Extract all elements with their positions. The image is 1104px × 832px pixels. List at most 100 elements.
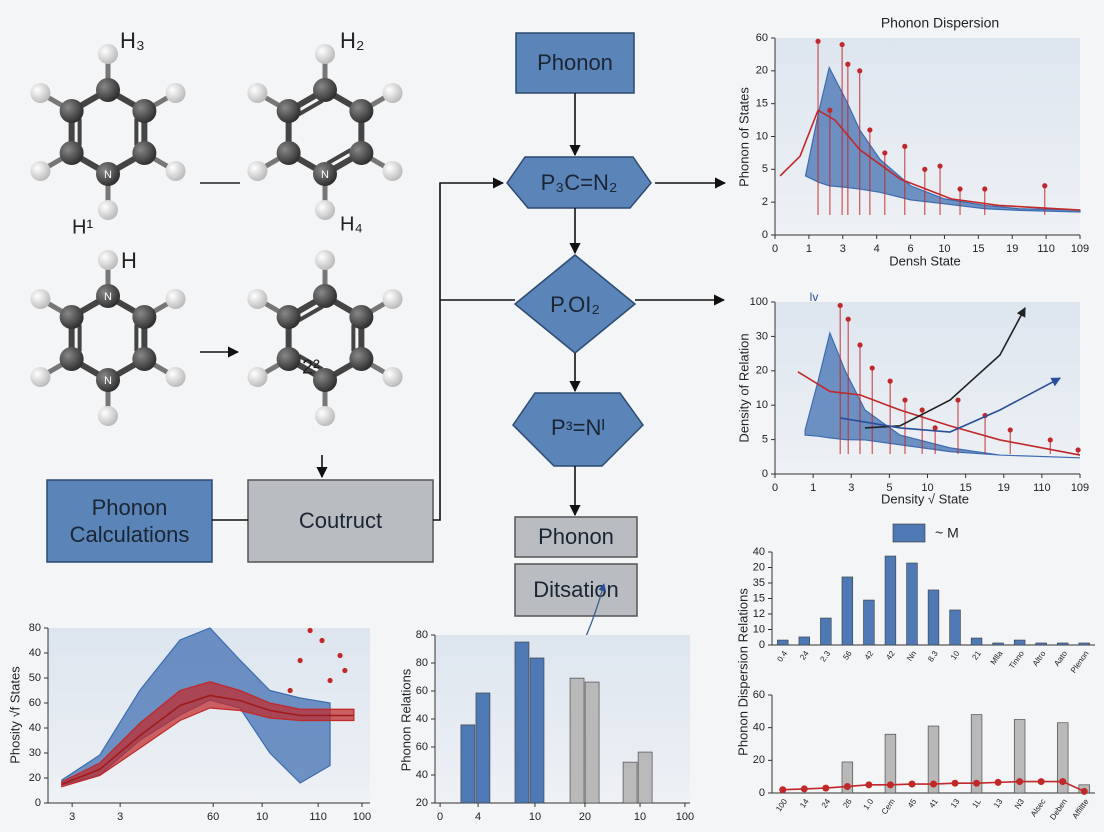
x-tick-label: 1: [806, 243, 812, 255]
molecule: N: [247, 44, 403, 220]
carbon-atom: [313, 284, 337, 308]
y-tick-label: 80: [29, 622, 41, 634]
bond: [298, 354, 324, 372]
hydrogen-atom: [315, 44, 335, 64]
x-tick-label: 100: [353, 811, 371, 823]
point: [932, 425, 938, 431]
y-tick-label: 20: [753, 754, 765, 766]
arrow: [433, 177, 505, 521]
x-tick-label: 26: [841, 797, 854, 810]
molecule-label: H₃: [120, 28, 145, 53]
node-box: [247, 479, 434, 563]
y-tick-label: 5: [762, 163, 768, 175]
y-tick-label: 0: [762, 468, 768, 480]
line-marker: [1059, 778, 1067, 786]
y-tick-label: 20: [416, 797, 428, 809]
carbon-atom: [132, 141, 157, 165]
bar: [514, 641, 530, 804]
y-tick-label: 20: [756, 65, 768, 77]
y-tick-label: 80: [416, 657, 428, 669]
point: [839, 41, 845, 48]
x-tick-label: 10: [938, 243, 950, 255]
y-tick-label: 40: [753, 722, 765, 734]
bond: [326, 148, 352, 166]
point: [297, 657, 303, 664]
x-tick-label: 15: [960, 482, 972, 494]
line-marker: [1016, 778, 1024, 786]
node-label: Phonon Calculations: [69, 494, 190, 548]
molecule-label: 2²: [302, 356, 320, 378]
molecule-label: H: [121, 248, 137, 273]
x-tick-label: Deben: [1048, 797, 1069, 821]
bar: [992, 642, 1004, 646]
y-tick-label: 60: [756, 32, 768, 44]
bar: [1013, 639, 1026, 646]
y-tick-label: 0: [759, 639, 765, 651]
bar: [637, 751, 653, 804]
y-tick-label: 0: [759, 787, 765, 799]
bar: [949, 609, 961, 646]
point: [837, 302, 843, 309]
line-marker: [865, 781, 873, 789]
nitrogen-atom: [96, 162, 120, 186]
y-tick-label: 60: [416, 741, 428, 753]
x-tick-label: Affiltte: [1071, 797, 1091, 821]
y-tick-label: 0: [762, 229, 768, 241]
point: [882, 150, 888, 156]
y-axis-label: Density of Relation: [736, 333, 751, 442]
y-tick-label: 0: [35, 797, 41, 809]
x-tick-label: 0: [772, 243, 778, 255]
y-axis-label: Phonon Dispersion Relations: [735, 588, 750, 756]
chart-title: Phonon Dispersion: [881, 15, 999, 31]
x-tick-label: Altro: [1031, 649, 1048, 668]
y-tick-label: 20: [29, 772, 41, 784]
x-tick-label: Cem: [880, 797, 897, 816]
y-tick-label: 15: [753, 592, 765, 604]
point: [319, 637, 325, 644]
bar: [970, 637, 983, 646]
point: [815, 38, 821, 44]
x-tick-label: 13: [949, 797, 962, 810]
point: [327, 677, 333, 684]
x-tick-label: Mlla: [989, 649, 1005, 667]
carbon-atom: [59, 347, 84, 371]
hydrogen-atom: [247, 83, 268, 103]
bar: [841, 576, 854, 646]
line-marker: [779, 786, 787, 794]
carbon-atom: [59, 305, 84, 329]
bar: [863, 599, 875, 646]
chart: 0 20 40 60 100 14 24 26 1.0 Cem 45 41 13 1L 13 N3 Alsec D…: [753, 689, 1095, 822]
line-marker: [1080, 787, 1088, 795]
bar: [820, 617, 832, 646]
x-tick-label: 15: [972, 243, 984, 255]
x-tick-label: 14: [798, 797, 811, 810]
atom-label: N: [104, 291, 112, 303]
hydrogen-atom: [165, 161, 186, 181]
x-tick-label: 109: [1071, 243, 1089, 255]
x-tick-label: 21: [970, 649, 983, 662]
x-tick-label: 4: [874, 243, 880, 255]
nitrogen-atom: [96, 368, 120, 392]
molecule-label: H¹: [72, 216, 93, 238]
x-tick-label: 20: [579, 811, 591, 823]
point: [857, 68, 863, 74]
bar: [460, 724, 476, 804]
chart: 20 40 60 40 60 80 80 0 4 10 20 10 100 Phonon Relation…: [398, 629, 694, 823]
nitrogen-atom: [313, 162, 337, 186]
carbon-atom: [276, 347, 301, 371]
carbon-atom: [349, 99, 374, 123]
bar: [1078, 642, 1090, 646]
x-tick-label: 10: [921, 482, 933, 494]
bar: [798, 636, 810, 646]
carbon-atom: [276, 141, 301, 165]
y-tick-label: 2: [762, 196, 768, 208]
line-marker: [843, 782, 851, 790]
x-tick-label: Tinno: [1007, 649, 1026, 671]
x-axis-label: Density √ State: [881, 491, 969, 506]
x-tick-label: 24: [798, 649, 811, 662]
y-tick-label: 20: [756, 365, 768, 377]
y-tick-label: 50: [29, 672, 41, 684]
carbon-atom: [349, 141, 374, 165]
x-tick-label: 0: [437, 811, 443, 823]
bar: [884, 555, 897, 646]
